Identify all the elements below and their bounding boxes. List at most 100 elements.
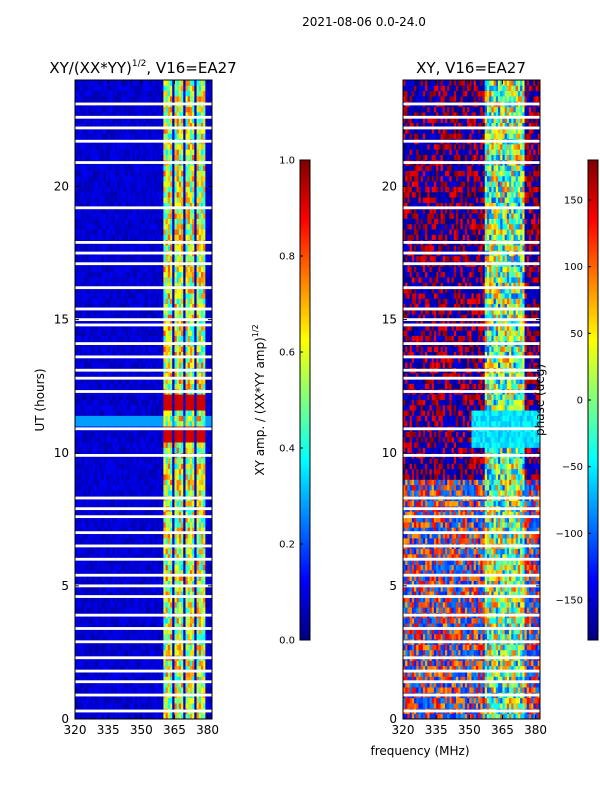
heatmap-cell [150,516,153,523]
heatmap-cell [196,394,200,400]
heatmap-cell [200,553,204,560]
heatmap-cell [158,537,162,544]
heatmap-cell [183,591,186,597]
heatmap-cell [119,484,122,491]
heatmap-cell [139,660,142,667]
heatmap-cell [178,399,182,406]
heatmap-cell [128,335,131,342]
heatmap-cell [121,623,125,629]
heatmap-cell [97,372,100,379]
heatmap-cell [110,410,113,416]
heatmap-cell [174,351,178,358]
heatmap-cell [103,660,107,667]
heatmap-cell [152,372,155,379]
heatmap-cell [121,356,125,363]
heatmap-cell [108,649,111,656]
heatmap-cell [172,474,175,480]
heatmap-cell [112,516,116,523]
heatmap-cell [165,580,169,587]
heatmap-cell [203,623,206,629]
heatmap-cell [172,335,175,342]
heatmap-cell [75,404,78,411]
heatmap-cell [114,287,118,294]
heatmap-cell [200,479,204,486]
heatmap-cell [163,623,166,629]
heatmap-cell [143,356,147,363]
heatmap-cell [163,559,166,565]
heatmap-cell [145,713,149,719]
heatmap-cell [176,298,180,305]
heatmap-cell [132,569,136,576]
heatmap-cell [136,511,140,518]
heatmap-cell [125,404,129,411]
heatmap-cell [105,324,109,331]
heatmap-cell [81,527,85,534]
heatmap-cell [79,293,83,299]
heatmap-cell [185,463,189,470]
heatmap-cell [196,527,200,534]
heatmap-cell [116,346,120,352]
heatmap-cell [174,356,178,363]
heatmap-cell [134,458,138,464]
heatmap-cell [114,703,118,709]
heatmap-cell [101,436,105,443]
heatmap-cell [203,436,206,443]
heatmap-cell [88,420,91,427]
heatmap-cell [88,490,91,496]
heatmap-cell [176,394,180,400]
heatmap-cell [161,298,164,305]
heatmap-cell [203,399,206,406]
heatmap-cell [101,420,105,427]
heatmap-cell [196,703,200,709]
heatmap-cell [130,399,133,406]
heatmap-cell [154,559,158,565]
heatmap-cell [209,628,212,635]
heatmap-cell [130,372,133,379]
heatmap-cell [152,649,155,656]
heatmap-cell [163,447,166,454]
heatmap-cell [77,420,80,427]
heatmap-cell [88,399,91,406]
heatmap-cell [116,697,120,704]
heatmap-cell [205,591,208,597]
heatmap-cell [185,351,189,358]
heatmap-cell [163,601,166,608]
heatmap-cell [203,308,206,315]
heatmap-cell [194,500,197,507]
heatmap-cell [152,362,155,368]
heatmap-cell [176,633,180,640]
heatmap-cell [83,607,87,613]
heatmap-cell [79,330,83,337]
heatmap-cell [161,479,164,486]
heatmap-cell [200,580,204,587]
heatmap-cell [200,447,204,454]
heatmap-cell [165,537,169,544]
heatmap-cell [83,569,87,576]
heatmap-cell [143,564,147,571]
heatmap-cell [132,703,136,709]
heatmap-cell [121,564,125,571]
heatmap-cell [94,356,98,363]
heatmap-cell [152,559,155,565]
heatmap-cell [125,490,129,496]
heatmap-cell [112,575,116,581]
heatmap-cell [152,356,155,363]
heatmap-cell [192,697,195,704]
heatmap-cell [116,665,120,672]
heatmap-cell [198,346,202,352]
heatmap-cell [178,644,182,651]
heatmap-cell [183,415,186,422]
heatmap-cell [154,293,158,299]
heatmap-cell [116,404,120,411]
heatmap-cell [200,559,204,565]
heatmap-cell [198,410,202,416]
heatmap-cell [165,356,169,363]
heatmap-cell [154,644,158,651]
heatmap-cell [147,644,151,651]
heatmap-cell [75,356,78,363]
heatmap-cell [156,703,160,709]
heatmap-cell [207,671,211,677]
heatmap-cell [189,671,193,677]
heatmap-cell [123,516,127,523]
heatmap-cell [139,521,142,528]
